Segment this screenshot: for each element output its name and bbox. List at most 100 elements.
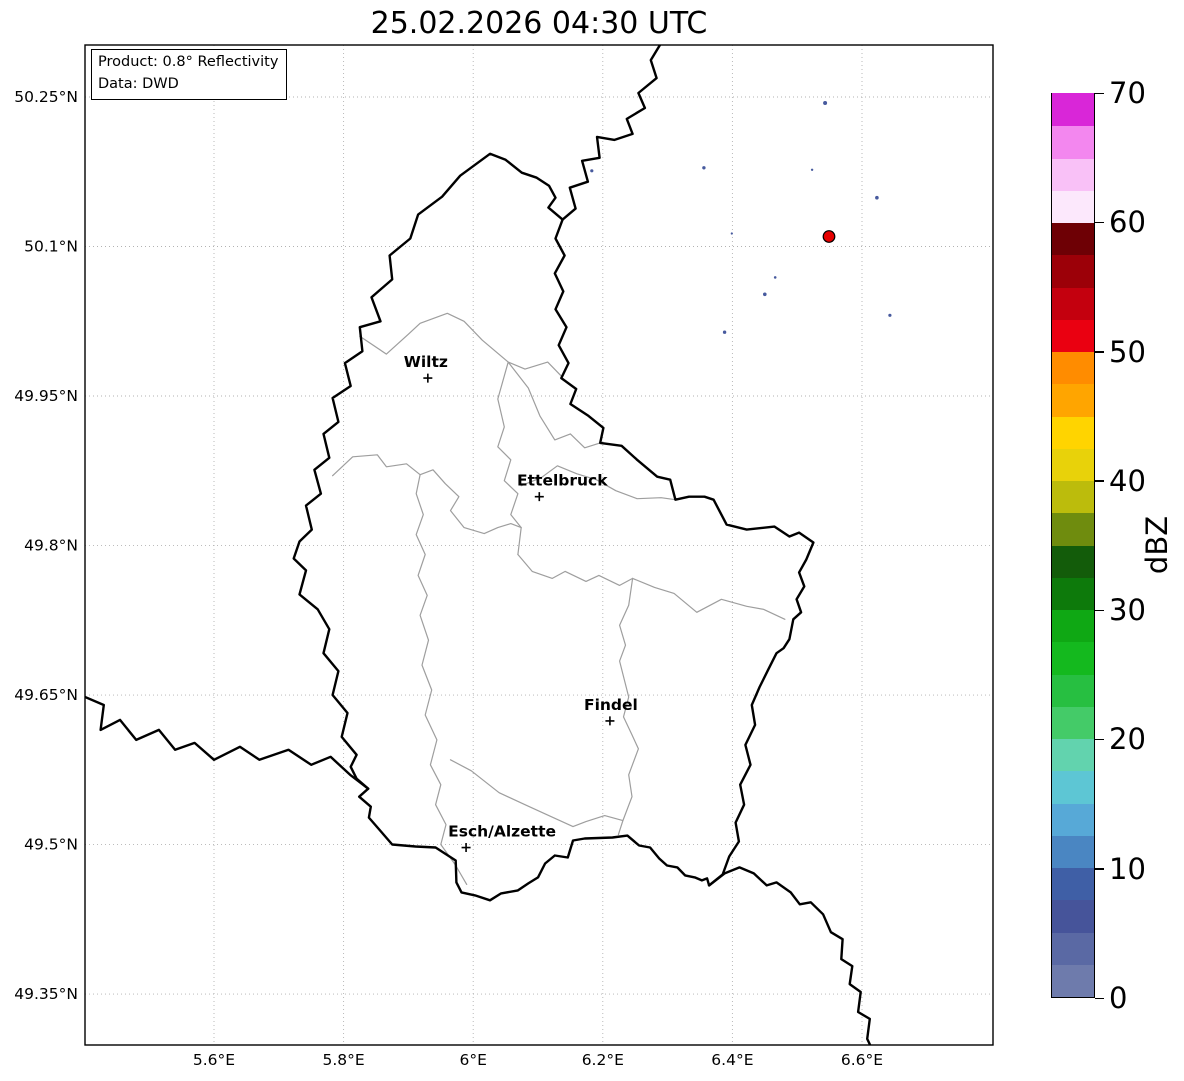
x-tick-label: 5.6°E: [193, 1051, 235, 1069]
radar-echo: [590, 169, 594, 173]
y-tick-label: 49.95°N: [14, 387, 78, 405]
radar-echo: [773, 276, 777, 279]
colorbar-segment: [1052, 415, 1094, 449]
colorbar-tick-mark: [1095, 480, 1104, 482]
colorbar-segment: [1052, 899, 1094, 933]
y-tick-label: 49.35°N: [14, 985, 78, 1003]
colorbar-segment: [1052, 738, 1094, 772]
colorbar-tick-mark: [1095, 997, 1104, 999]
colorbar-tick-label: 50: [1109, 334, 1146, 369]
colorbar-unit-label: dBZ: [1140, 515, 1174, 575]
colorbar-segment: [1052, 286, 1094, 320]
colorbar-segment: [1052, 190, 1094, 223]
radar-echo: [875, 195, 879, 200]
canton-border: [449, 759, 624, 828]
x-tick-label: 6.4°E: [711, 1051, 753, 1069]
colorbar-tick-mark: [1095, 609, 1104, 612]
x-tick-label: 6°E: [459, 1051, 486, 1069]
product-info-line1: Product: 0.8° Reflectivity: [98, 54, 279, 70]
colorbar-segment: [1052, 867, 1094, 901]
y-tick-label: 50.25°N: [14, 88, 78, 106]
canton-border: [520, 465, 676, 501]
canton-border: [497, 361, 522, 556]
colorbar-tick-label: 40: [1109, 463, 1146, 498]
colorbar-tick-label: 0: [1109, 981, 1128, 1015]
colorbar-segment: [1052, 125, 1094, 159]
colorbar-segment: [1052, 641, 1094, 675]
x-tick-label: 5.8°E: [322, 1051, 364, 1069]
colorbar-segment: [1052, 706, 1094, 739]
colorbar-segment: [1052, 931, 1094, 965]
x-tick-label: 6.6°E: [841, 1051, 883, 1069]
colorbar-tick-mark: [1095, 738, 1104, 741]
product-info-box: Product: 0.8° Reflectivity Data: DWD: [91, 49, 288, 100]
axis-labels-layer: 5.6°E 5.8°E 6°E 6.2°E 6.4°E 6.6°E 50.25°N 50.1°…: [14, 88, 883, 1069]
map-title: 25.02.2026 04:30 UTC: [370, 6, 708, 41]
product-info-line2: Data: DWD: [98, 75, 179, 92]
radar-echo: [722, 330, 727, 334]
colorbar-tick-label: 10: [1109, 851, 1146, 886]
canton-border: [332, 454, 522, 535]
colorbar-segment: [1052, 964, 1094, 997]
radar-echo: [888, 313, 892, 317]
x-tick-label: 6.2°E: [582, 1051, 624, 1069]
colorbar-tick-mark: [1095, 92, 1104, 94]
colorbar-tick-mark: [1095, 868, 1104, 870]
colorbar-tick-label: 60: [1109, 205, 1146, 240]
colorbar-segment: [1052, 512, 1094, 546]
colorbar-segment: [1052, 448, 1094, 481]
city-marker: [605, 716, 615, 726]
colorbar-tick-mark: [1095, 221, 1104, 224]
y-tick-label: 50.1°N: [24, 238, 78, 256]
city-marker: [461, 843, 471, 853]
colorbar-tick-mark: [1095, 351, 1104, 353]
colorbar-tick-label: 30: [1109, 593, 1146, 628]
colorbar-segment: [1052, 802, 1094, 836]
storm-cell-marker: [822, 230, 836, 243]
city-marker: [423, 373, 433, 383]
colorbar-tick-label: 20: [1109, 722, 1146, 757]
belgium-france-border: [85, 695, 370, 790]
colorbar-segment: [1052, 770, 1094, 804]
colorbar-gradient: [1051, 93, 1095, 998]
city-label: Ettelbruck: [517, 472, 608, 490]
colorbar-segment: [1052, 480, 1094, 514]
canton-border: [617, 577, 639, 836]
map-layer: [85, 45, 872, 1045]
canton-border: [359, 312, 562, 377]
colorbar-segment: [1052, 577, 1094, 610]
plot-frame: [84, 44, 994, 1046]
germany-france-border: [707, 866, 872, 1045]
city-label: Wiltz: [404, 353, 448, 371]
y-tick-label: 49.8°N: [24, 537, 78, 555]
colorbar-tick-label: 70: [1109, 76, 1146, 110]
colorbar-segment: [1052, 609, 1094, 643]
colorbar-segment: [1052, 835, 1094, 868]
canton-border: [517, 553, 786, 620]
radar-echo: [702, 166, 706, 170]
radar-echo: [763, 292, 767, 297]
city-label: Esch/Alzette: [448, 823, 556, 841]
y-tick-label: 49.65°N: [14, 686, 78, 704]
luxembourg-border: [292, 152, 815, 902]
colorbar-segment: [1052, 157, 1094, 191]
y-tick-label: 49.5°N: [24, 836, 78, 854]
colorbar-segment: [1052, 544, 1094, 578]
colorbar-segment: [1052, 673, 1094, 707]
colorbar-segment: [1052, 351, 1094, 385]
colorbar-segment: [1052, 93, 1094, 127]
grid-layer: [85, 45, 993, 1045]
radar-echo: [823, 101, 828, 105]
city-layer: Wiltz Ettelbruck Findel Esch/Alzette: [404, 353, 638, 853]
colorbar-segment: [1052, 254, 1094, 288]
colorbar-segment: [1052, 319, 1094, 352]
radar-echo: [730, 232, 733, 235]
canton-border: [415, 474, 468, 885]
radar-layer: [590, 101, 892, 334]
belgium-germany-border: [561, 45, 661, 221]
canton-border: [507, 361, 601, 449]
colorbar-segment: [1052, 222, 1094, 256]
city-marker: [534, 492, 544, 502]
radar-echo: [810, 168, 814, 171]
